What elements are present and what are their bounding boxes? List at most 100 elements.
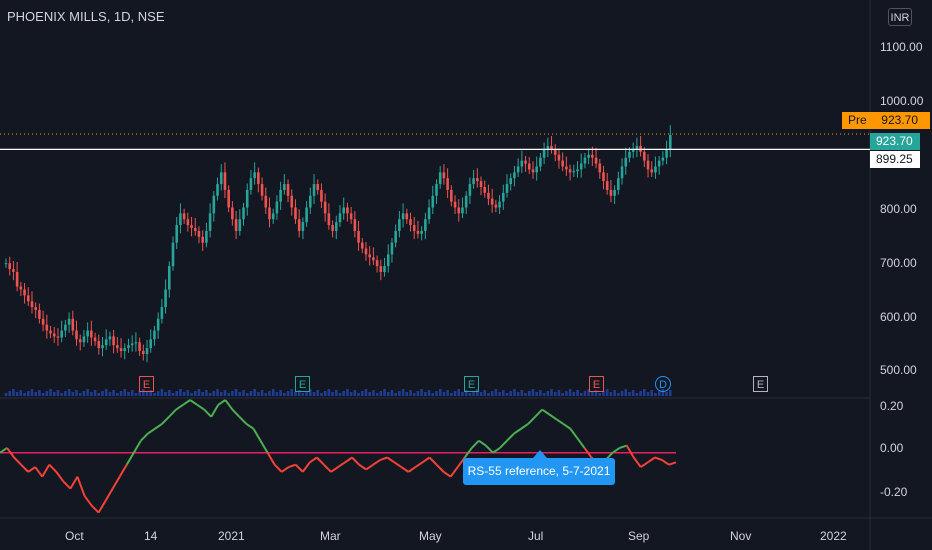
volume-bar [193,391,197,396]
candle-body [45,324,49,331]
volume-bar [316,390,320,396]
candle-body [275,201,279,214]
volume-bar [461,392,464,396]
candle-body [167,266,171,290]
volume-bar [398,391,401,396]
candle-body [186,219,190,226]
rs-line-segment [428,456,438,466]
currency-button[interactable]: INR [888,8,912,26]
candle-body [149,339,153,349]
candle-body [245,189,249,208]
volume-bar [531,389,535,396]
rs-line-segment [449,466,459,478]
candle-body [468,184,472,196]
volume-bar [38,390,41,396]
candle-body [646,160,650,170]
candle-body [490,198,494,205]
volume-bar [668,390,672,396]
volume-bar [364,389,368,396]
rs-line-segment [316,456,325,466]
candle-body [182,213,186,220]
volume-bar [175,391,179,396]
rs-line-segment [527,416,536,425]
volume-bar [182,392,186,396]
candle-body [320,189,323,202]
volume-bar [64,391,67,396]
volume-bar [635,393,639,396]
rs-line-segment [562,423,571,430]
volume-bar [190,393,193,396]
candle-body [190,225,193,229]
horizontal-level-tag: 899.25 [870,151,920,168]
candle-body [71,318,75,331]
candle-body [334,222,338,231]
candle-body [487,192,490,199]
rs-line-segment [111,476,121,490]
earnings-event-icon[interactable]: E [139,376,154,392]
rs-line-segment [231,408,241,418]
volume-bar [479,392,483,396]
volume-bar [153,393,156,396]
volume-bar [301,393,305,396]
candle-body [427,207,431,220]
volume-bar [513,389,516,396]
volume-bar [524,393,527,396]
candle-body [145,348,149,354]
candle-body [435,184,438,196]
candle-body [104,339,108,346]
volume-bar [331,392,334,396]
earnings-event-icon[interactable]: E [589,376,604,392]
volume-bar [498,392,501,396]
volume-bar [602,391,605,396]
rs-line-segment [83,495,93,507]
candle-body [175,225,179,243]
earnings-event-icon[interactable]: E [464,376,479,392]
volume-bar [156,391,160,396]
volume-bar [412,393,416,396]
volume-bar [631,390,635,396]
candle-body [260,184,264,196]
volume-bar [149,390,153,396]
volume-bar [334,390,338,396]
candle-body [201,236,204,243]
rs-line-segment [210,404,220,418]
indicator-axis-label: -0.20 [880,485,908,499]
volume-bar [78,393,82,396]
volume-bar [197,389,201,396]
rs-line-segment [365,463,374,471]
volume-bar [116,393,119,396]
volume-bar [242,390,245,396]
candle-body [479,181,483,187]
candle-body [338,213,342,223]
volume-bar [353,390,357,396]
volume-bar [112,390,115,396]
volume-bar [468,393,472,396]
earnings-event-icon[interactable]: E [753,376,768,392]
volume-bar [297,390,301,396]
candle-body [297,219,301,231]
rs-line-segment [414,461,424,468]
volume-bar [542,393,546,396]
volume-bar [41,393,45,396]
rs-line-segment [520,423,529,430]
symbol-title: PHOENIX MILLS, 1D, NSE [7,9,165,24]
dividend-event-icon[interactable]: D [655,376,671,392]
pre-label: Pre [848,113,867,127]
candle-body [38,310,41,319]
volume-bar [579,393,583,396]
volume-bar [108,392,112,396]
time-axis-label: 14 [144,529,158,543]
volume-bar [90,392,93,396]
rs-line-segment [625,445,635,459]
earnings-event-icon[interactable]: E [295,376,310,392]
volume-bar [424,392,427,396]
rs-line-segment [104,488,114,502]
candle-body [531,169,535,173]
candle-body [598,163,602,173]
volume-bar [279,390,282,396]
volume-bar [535,392,538,396]
volume-bar [650,390,654,396]
volume-bar [223,390,227,396]
tooltip-arrow [533,450,547,458]
